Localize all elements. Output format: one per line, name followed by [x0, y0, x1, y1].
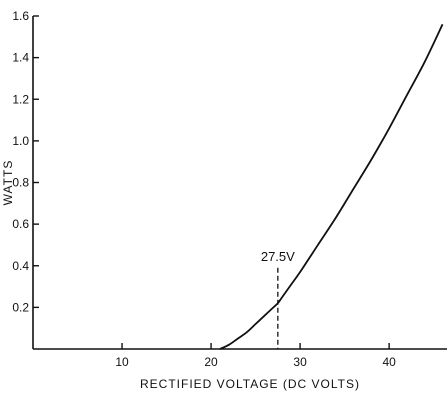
- annotation-label: 27.5V: [261, 249, 295, 264]
- y-tick-label: 0.4: [12, 259, 29, 273]
- y-tick-label: 0.8: [12, 176, 29, 190]
- x-ticks: 10 20 30 40: [115, 343, 396, 369]
- series-line-1: [219, 23, 444, 350]
- x-axis-label: RECTIFIED VOLTAGE (DC VOLTS): [140, 377, 360, 391]
- x-tick-label: 30: [293, 355, 307, 369]
- x-tick-label: 10: [115, 355, 129, 369]
- plot-area: [219, 23, 444, 350]
- y-axis-label: WATTS: [1, 160, 15, 206]
- y-tick-label: 1.6: [12, 9, 29, 23]
- y-tick-label: 0.6: [12, 217, 29, 231]
- annotations: 27.5V: [261, 249, 295, 349]
- y-tick-label: 1.0: [12, 134, 29, 148]
- y-tick-label: 1.2: [12, 92, 29, 106]
- x-tick-label: 40: [382, 355, 396, 369]
- x-tick-label: 20: [204, 355, 218, 369]
- axes: [32, 16, 447, 350]
- y-tick-label: 0.2: [12, 300, 29, 314]
- y-tick-label: 1.4: [12, 51, 29, 65]
- y-ticks: 0.2 0.4 0.6 0.8 1.0 1.2 1.4 1.6: [12, 9, 39, 314]
